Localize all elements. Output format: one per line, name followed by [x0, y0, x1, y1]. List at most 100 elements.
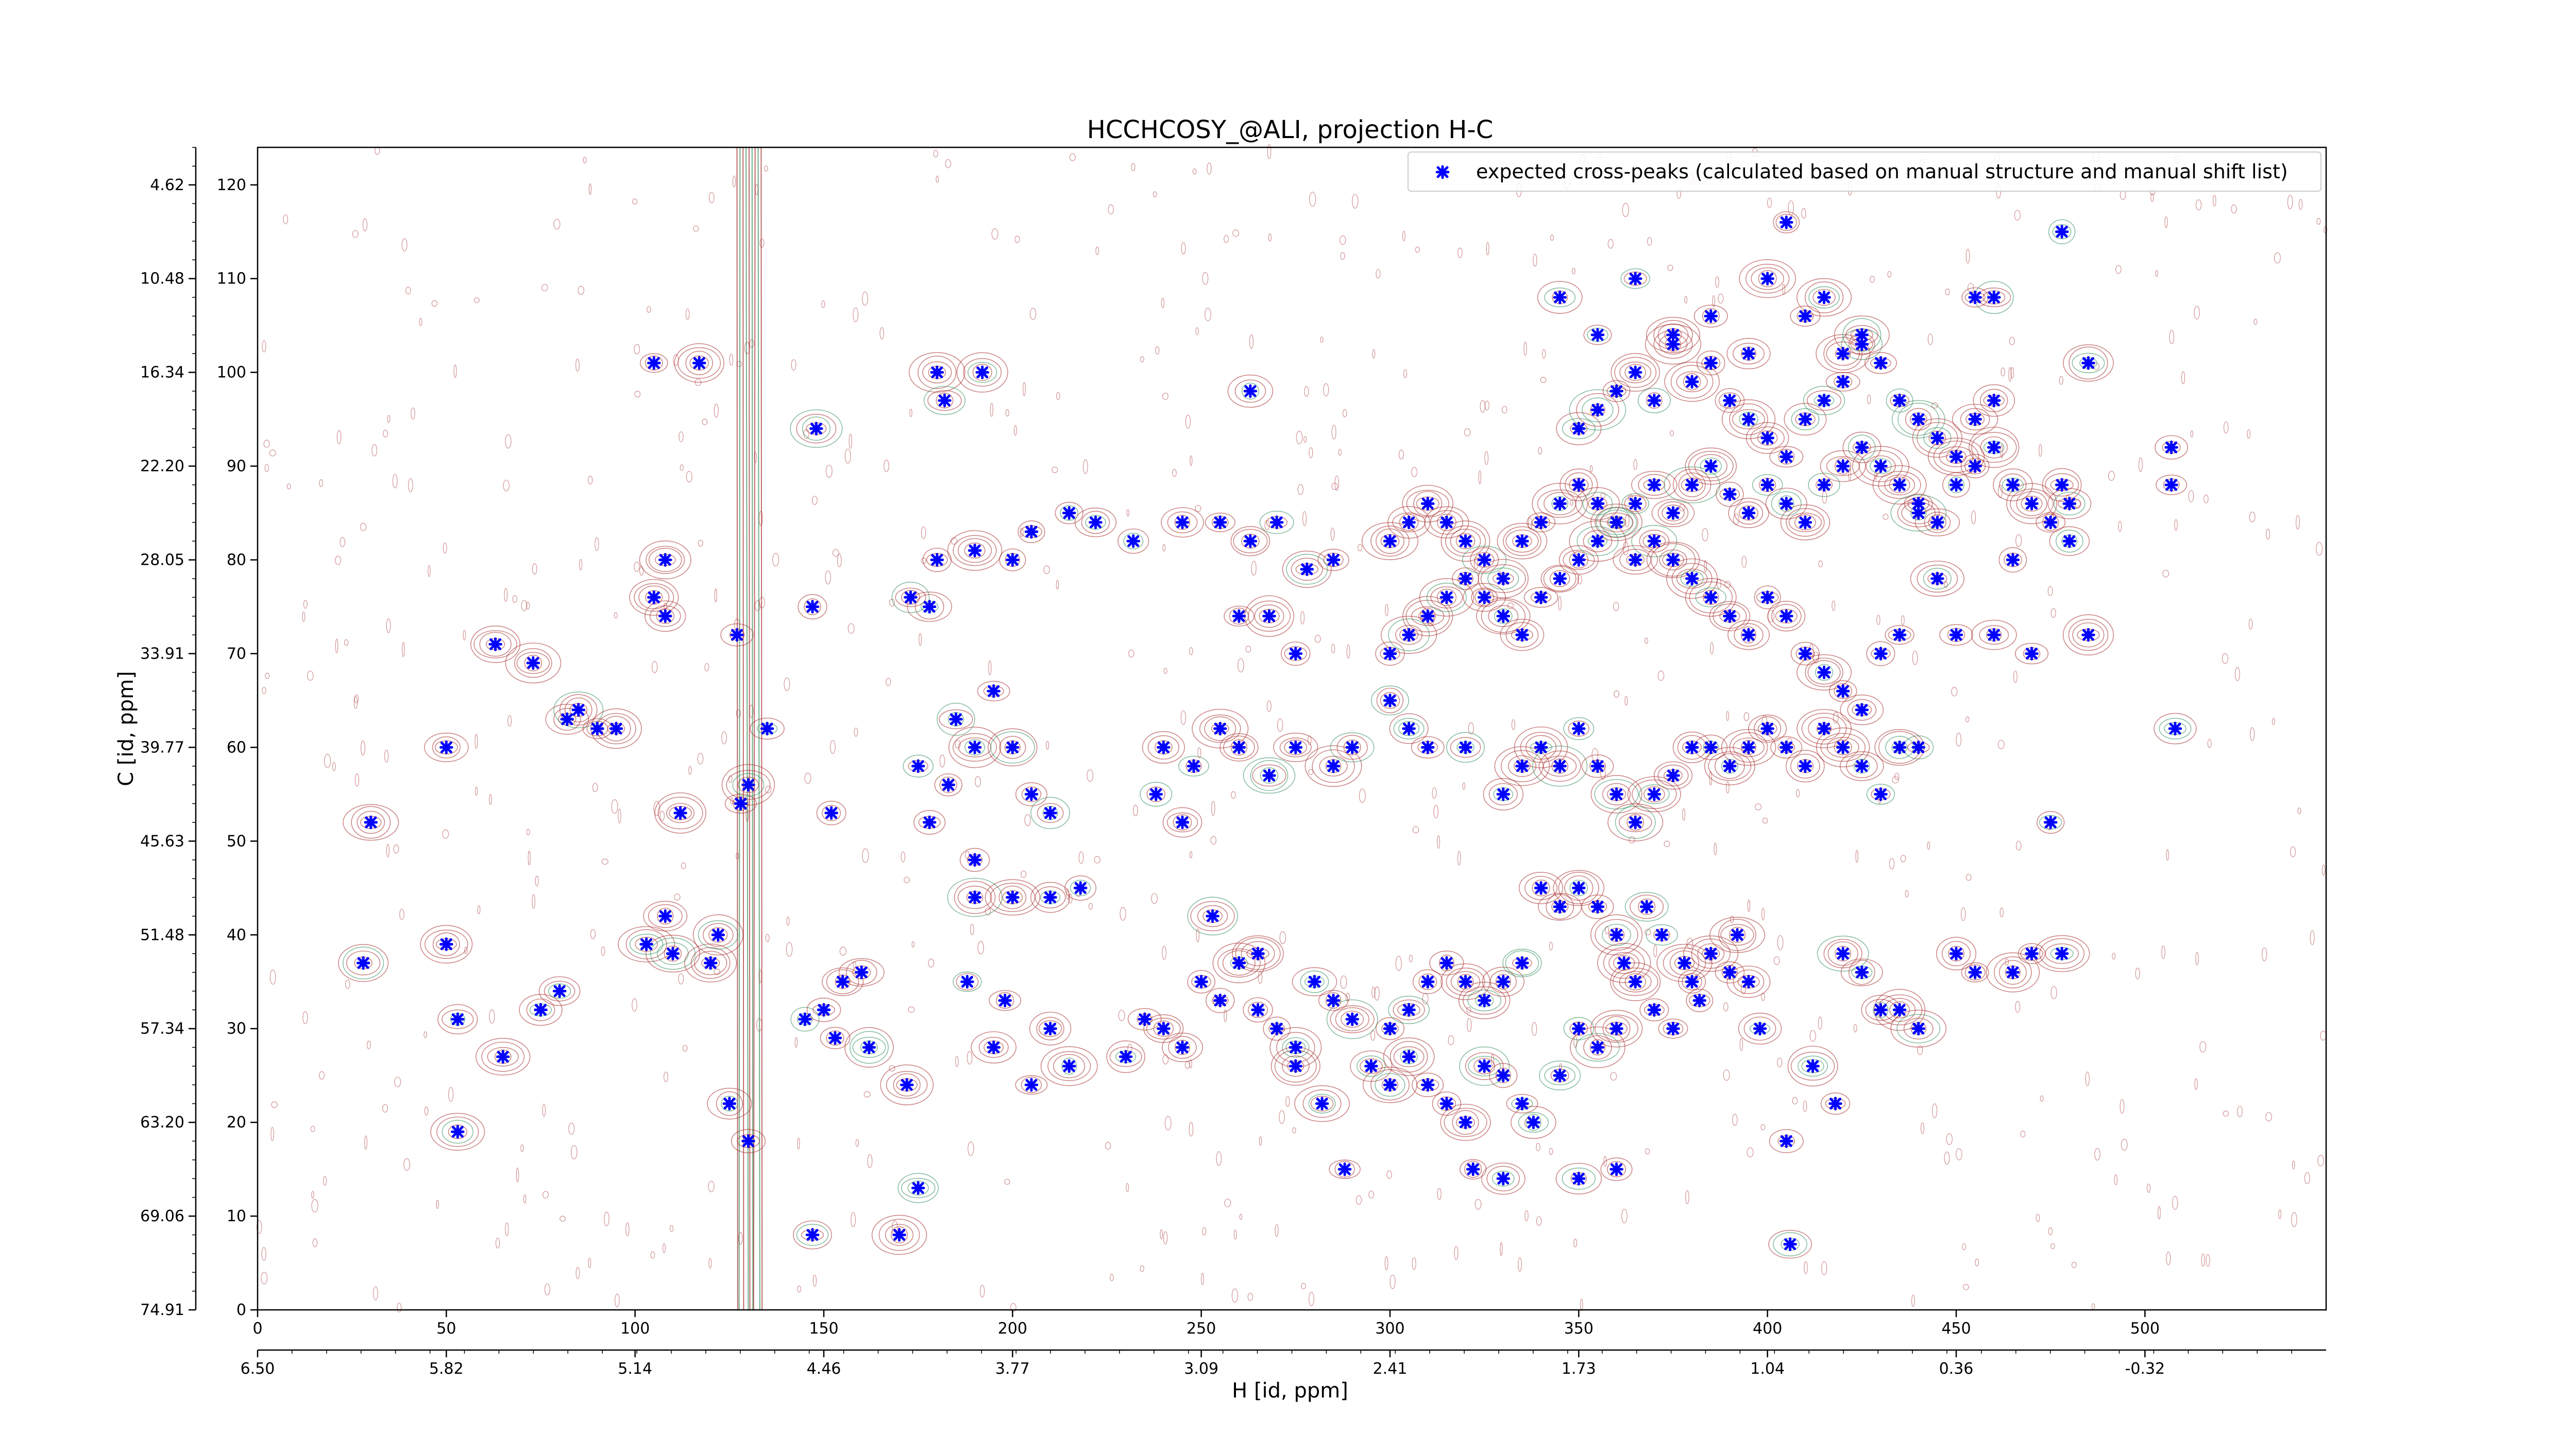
cross-peak-point	[1315, 1097, 1329, 1111]
contour-ring	[1081, 511, 1110, 534]
marker-stroke	[1817, 665, 1831, 680]
noise-speck	[839, 947, 846, 956]
marker-stroke	[2062, 534, 2077, 548]
marker-stroke	[1402, 628, 1416, 642]
marker-stroke	[1692, 993, 1707, 1007]
marker-stroke	[1553, 900, 1567, 914]
marker-stroke	[2006, 965, 2020, 980]
contour-ring	[1670, 365, 1714, 399]
noise-speck	[1120, 907, 1126, 921]
cross-peak-point	[647, 590, 661, 604]
contour-ring	[2055, 529, 2083, 553]
noise-speck	[601, 947, 605, 956]
contour-ring	[1402, 484, 1454, 523]
noise-speck	[568, 1122, 575, 1135]
marker-stroke	[1043, 1021, 1057, 1036]
marker-stroke	[998, 993, 1012, 1007]
contour-ring	[1334, 1160, 1355, 1178]
noise-speck	[1224, 1009, 1227, 1022]
cross-peak-point	[938, 393, 952, 408]
marker-stroke	[1949, 628, 1963, 642]
contour-ring	[732, 773, 765, 797]
contour-ring	[922, 361, 952, 383]
contour-ring	[1021, 786, 1042, 802]
cross-peak-point	[1628, 974, 1642, 989]
contour-ring	[1751, 267, 1784, 290]
noise-speck	[1433, 805, 1439, 819]
noise-speck	[1004, 1178, 1010, 1185]
noise-speck	[2146, 1184, 2151, 1193]
noise-speck	[442, 829, 449, 839]
noise-speck	[803, 429, 809, 439]
noise-speck	[521, 600, 528, 612]
contour-ring	[1621, 493, 1649, 514]
contour-ring	[1933, 441, 1979, 473]
contour-ring	[1657, 764, 1689, 787]
noise-speck	[765, 785, 772, 794]
cross-peak-point	[1753, 1021, 1767, 1036]
marker-stroke	[1553, 571, 1567, 586]
contour-ring	[1939, 624, 1973, 646]
marker-stroke	[1477, 553, 1492, 567]
contour-ring	[1952, 403, 1998, 435]
contour-ring	[544, 981, 575, 1002]
noise-speck	[1331, 482, 1338, 490]
contour-ring	[1853, 759, 1870, 774]
contour-ring	[1734, 623, 1764, 647]
cross-peak-point	[1383, 647, 1397, 661]
contour-ring	[1839, 751, 1884, 781]
contour-ring	[1558, 871, 1599, 904]
contour-ring	[524, 654, 543, 671]
marker-stroke	[1911, 497, 1926, 511]
cross-peak-point	[1855, 440, 1869, 454]
marker-stroke	[1326, 759, 1341, 773]
legend-entry-label: expected cross-peaks (calculated based o…	[1476, 160, 2288, 183]
contour-ring	[1631, 525, 1677, 558]
contour-ring	[2063, 344, 2114, 382]
marker-stroke	[1206, 909, 1219, 923]
noise-speck	[1887, 271, 1892, 278]
cross-peak-point	[1345, 1012, 1360, 1026]
noise-speck	[919, 633, 922, 646]
contour-ring	[1897, 402, 1940, 436]
cross-peak-point	[1855, 328, 1869, 342]
cross-peak-point	[1534, 881, 1548, 895]
noise-speck	[921, 526, 926, 539]
contour-ring	[2021, 496, 2043, 512]
contour-ring	[1029, 1012, 1072, 1046]
contour-ring	[1310, 1096, 1334, 1112]
contour-ring	[1656, 943, 1713, 982]
contour-ring	[1834, 315, 1890, 355]
x-tick-label: 350	[1564, 1320, 1594, 1338]
noise-speck	[2166, 1252, 2171, 1266]
cross-peak-point	[1817, 290, 1831, 305]
contour-ring	[1808, 286, 1840, 309]
cross-peak-point	[666, 947, 680, 961]
contour-ring	[947, 530, 1003, 571]
contour-ring	[1637, 387, 1671, 413]
contour-ring	[690, 947, 731, 979]
noise-speck	[1110, 1273, 1114, 1282]
cross-peak-point	[647, 356, 661, 370]
contour-ring	[1745, 263, 1790, 294]
cross-peak-point	[1496, 609, 1511, 623]
cross-peak-point	[2025, 947, 2039, 961]
contour-ring	[1702, 308, 1720, 325]
marker-stroke	[1704, 740, 1718, 754]
contour-ring	[2052, 224, 2072, 240]
contour-ring	[1206, 988, 1235, 1014]
marker-stroke	[639, 937, 653, 951]
contour-ring	[1852, 446, 1909, 486]
marker-stroke	[1798, 759, 1812, 773]
contour-ring	[664, 946, 682, 962]
noise-speck	[908, 1006, 915, 1013]
contour-ring	[1768, 1229, 1812, 1259]
noise-speck	[1237, 658, 1244, 672]
noise-speck	[901, 851, 906, 863]
contour-ring	[1388, 996, 1430, 1024]
contour-ring	[939, 709, 973, 730]
marker-stroke	[2025, 647, 2039, 661]
contour-ring	[1445, 525, 1486, 557]
noise-speck	[1247, 1292, 1253, 1301]
marker-stroke	[1527, 1115, 1540, 1130]
